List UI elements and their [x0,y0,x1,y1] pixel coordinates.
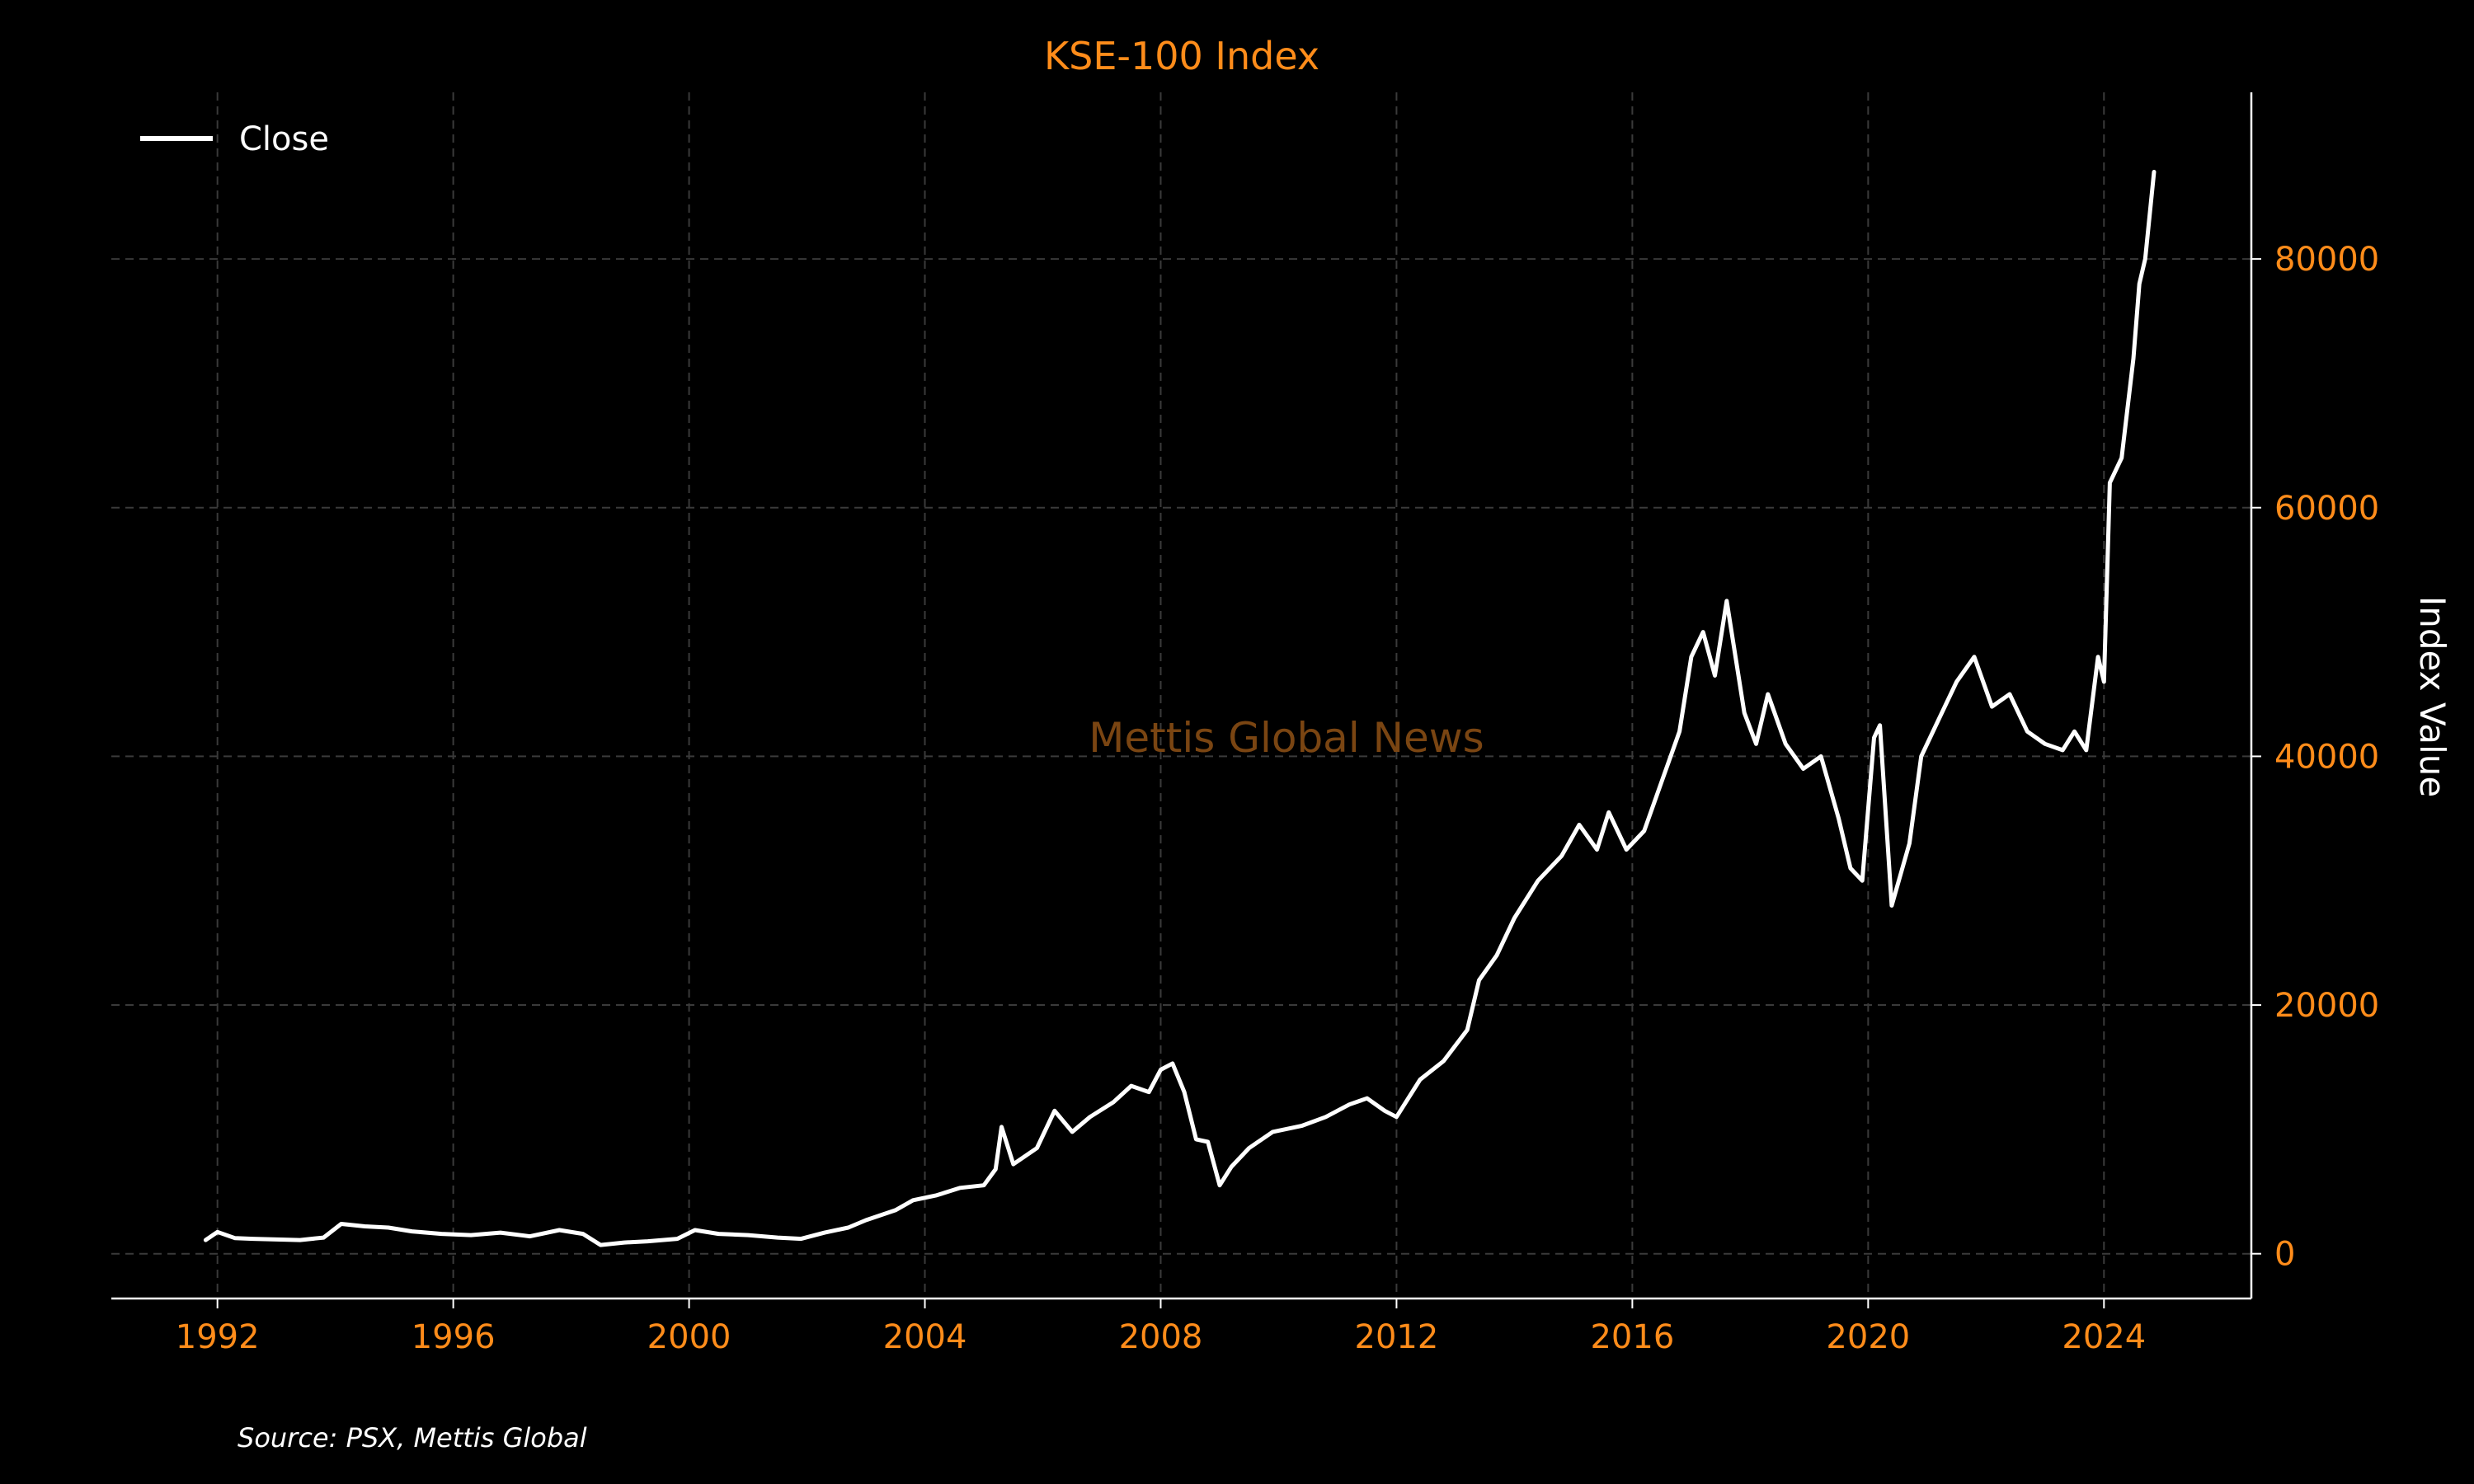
chart-title: KSE-100 Index [1044,34,1319,78]
y-tick-label: 60000 [2274,490,2379,528]
series-lines [203,170,2157,1247]
y-tick-label: 40000 [2274,738,2379,776]
legend: Close [140,120,329,158]
y-axis-label: Index Value [2412,596,2453,797]
y-tick-label: 20000 [2274,987,2379,1025]
y-tick-label: 80000 [2274,241,2379,279]
x-tick-label: 2008 [1119,1318,1203,1356]
series-line-close [203,170,2157,1247]
tick-marks: 1992 1996 2000 2004 2008 2012 2016 2020 2024 0 200… [176,241,2379,1356]
grid-lines [111,92,2251,1298]
source-note: Source: PSX, Mettis Global [238,1422,587,1453]
x-tick-label: 2016 [1590,1318,1674,1356]
x-tick-label: 2020 [1826,1318,1910,1356]
legend-label-close: Close [239,120,329,158]
watermark: Mettis Global News [1089,714,1484,762]
y-tick-label: 0 [2274,1236,2295,1274]
axes [111,92,2253,1300]
x-tick-label: 2004 [883,1318,967,1356]
x-tick-label: 2000 [647,1318,731,1356]
x-tick-label: 1992 [176,1318,260,1356]
x-tick-label: 2024 [2062,1318,2146,1356]
x-tick-label: 2012 [1355,1318,1439,1356]
x-tick-label: 1996 [412,1318,496,1356]
